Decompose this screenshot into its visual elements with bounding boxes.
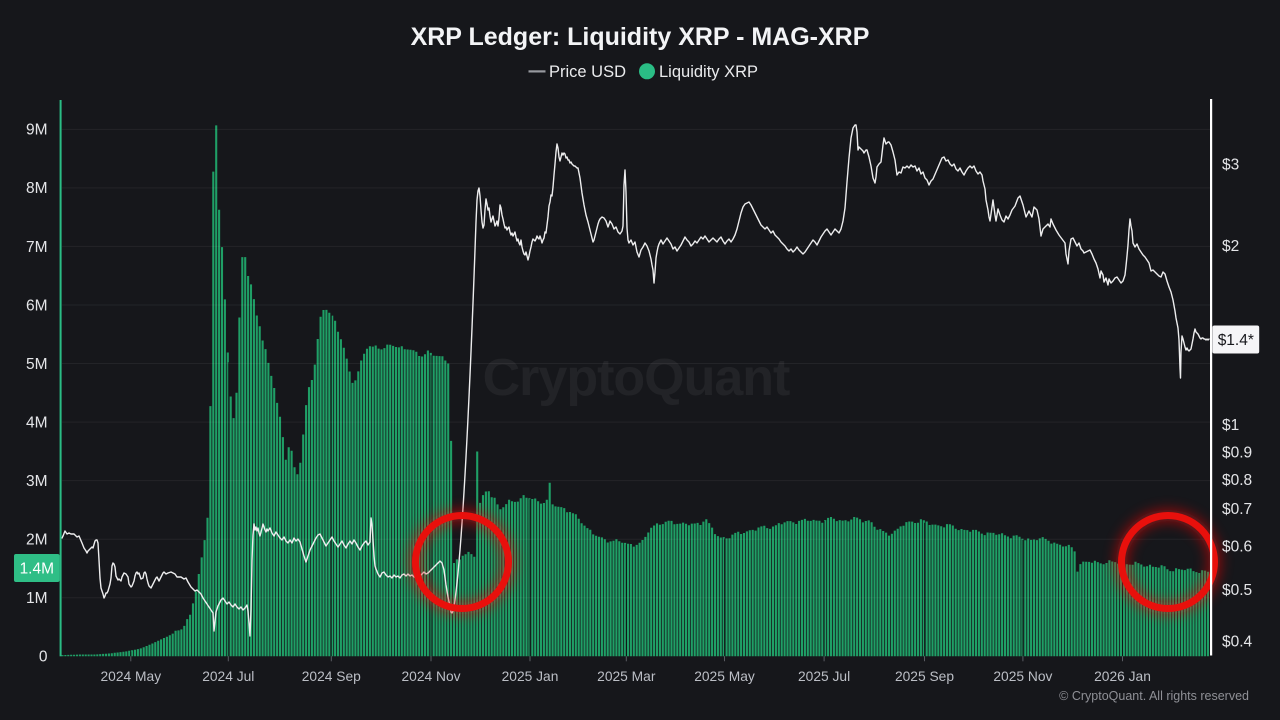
svg-text:2024 Nov: 2024 Nov [401,669,460,684]
svg-text:$0.9: $0.9 [1222,444,1252,461]
svg-text:2025 Sep: 2025 Sep [895,669,954,684]
svg-text:$0.8: $0.8 [1222,472,1252,489]
svg-text:Liquidity XRP: Liquidity XRP [659,63,758,81]
svg-text:$1: $1 [1222,417,1239,434]
svg-text:8M: 8M [26,180,48,197]
svg-text:5M: 5M [26,356,48,373]
svg-text:0: 0 [39,649,48,666]
svg-text:2025 Mar: 2025 Mar [597,669,656,684]
svg-text:CryptoQuant: CryptoQuant [483,349,790,407]
svg-text:2025 May: 2025 May [694,669,755,684]
svg-text:2024 Jul: 2024 Jul [202,669,254,684]
svg-text:© CryptoQuant. All rights rese: © CryptoQuant. All rights reserved [1059,689,1249,703]
svg-text:$0.4: $0.4 [1222,634,1253,651]
svg-text:2025 Jul: 2025 Jul [798,669,850,684]
svg-text:2026 Jan: 2026 Jan [1094,669,1151,684]
svg-text:$0.7: $0.7 [1222,501,1252,518]
svg-text:3M: 3M [26,473,48,490]
svg-text:2024 May: 2024 May [101,669,162,684]
svg-text:XRP Ledger: Liquidity XRP - MA: XRP Ledger: Liquidity XRP - MAG-XRP [411,23,870,51]
svg-text:$0.5: $0.5 [1222,582,1252,599]
svg-text:7M: 7M [26,239,48,256]
svg-text:6M: 6M [26,297,48,314]
svg-text:1M: 1M [26,590,48,607]
svg-text:$1.4*: $1.4* [1218,332,1254,349]
svg-text:2025 Nov: 2025 Nov [993,669,1052,684]
svg-text:2025 Jan: 2025 Jan [502,669,559,684]
svg-text:2024 Sep: 2024 Sep [302,669,361,684]
svg-text:$3: $3 [1222,156,1239,173]
svg-text:2M: 2M [26,532,48,549]
svg-text:Price USD: Price USD [549,63,626,81]
svg-text:$2: $2 [1222,238,1239,255]
svg-text:1.4M: 1.4M [20,560,54,577]
svg-text:4M: 4M [26,414,48,431]
svg-text:$0.6: $0.6 [1222,539,1252,556]
svg-text:9M: 9M [26,122,48,139]
